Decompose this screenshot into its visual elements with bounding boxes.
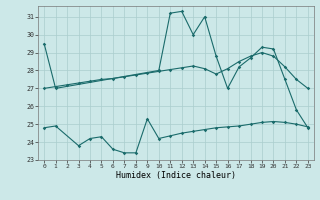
X-axis label: Humidex (Indice chaleur): Humidex (Indice chaleur) [116, 171, 236, 180]
